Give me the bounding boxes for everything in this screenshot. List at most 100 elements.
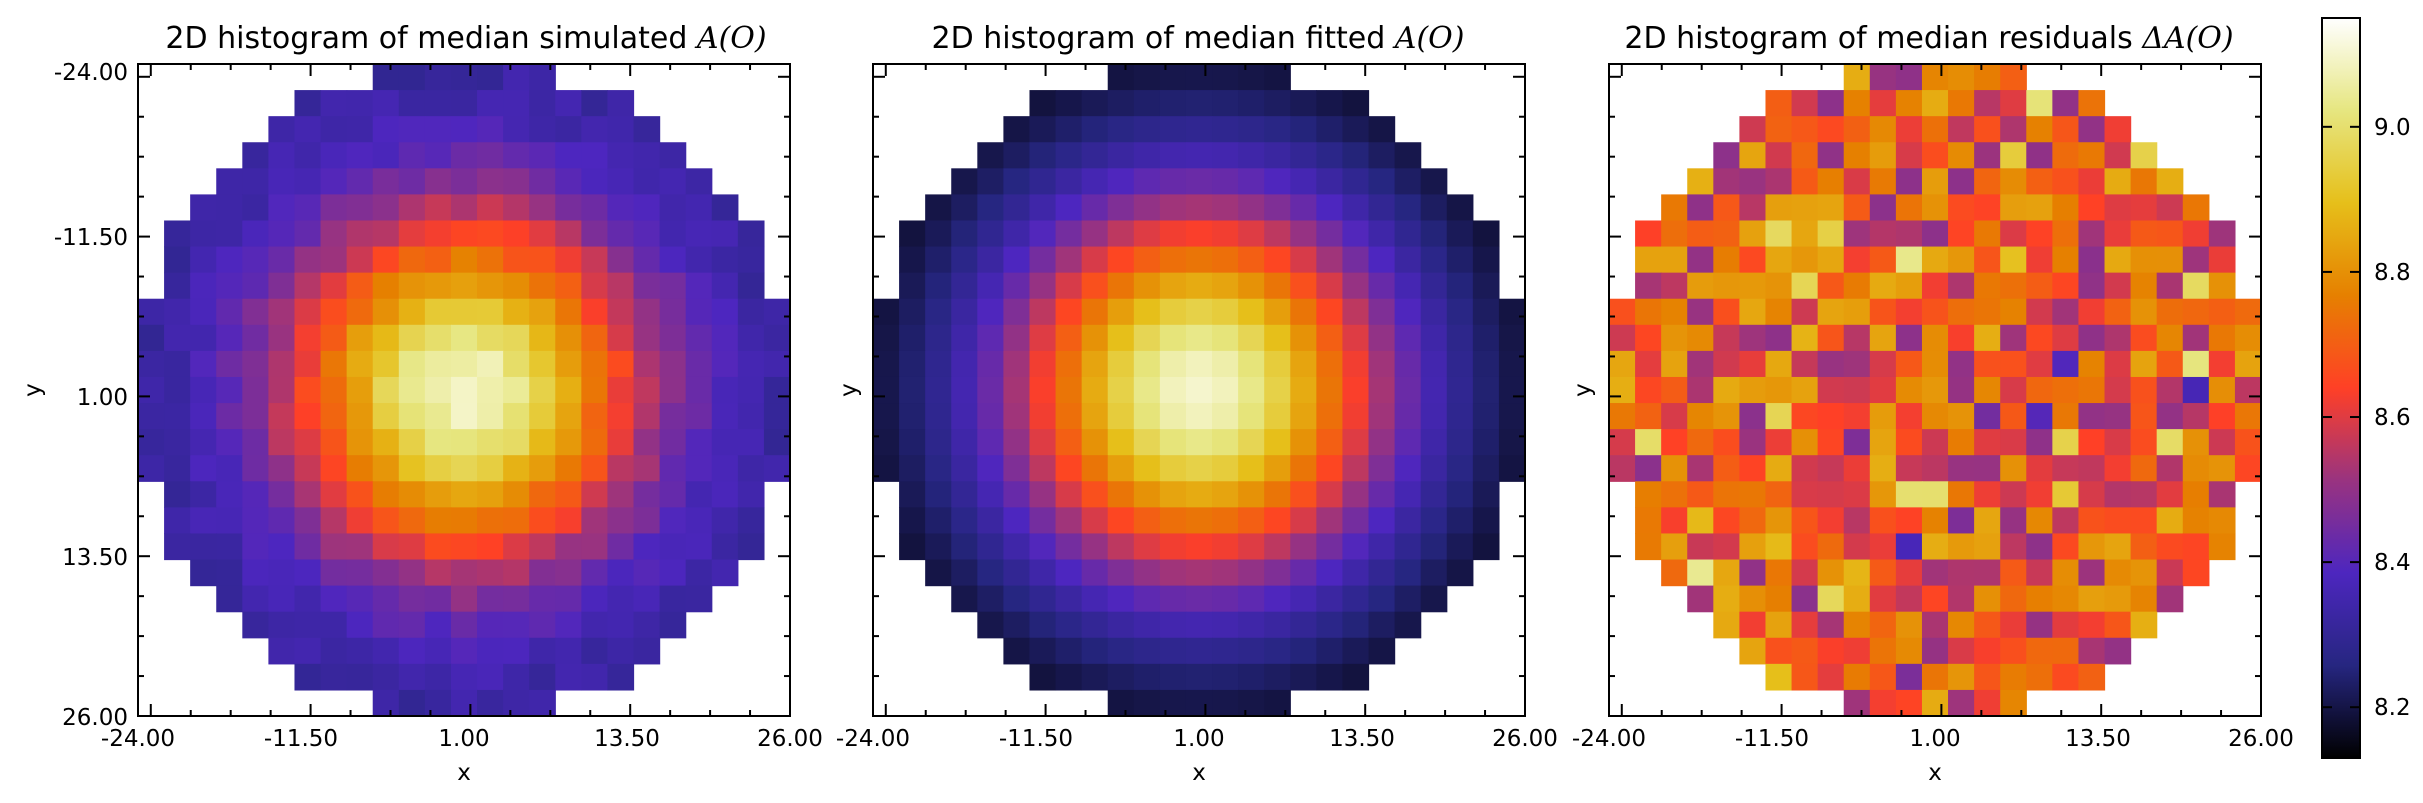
heatmap-cell: [1446, 376, 1474, 404]
heatmap-cell: [633, 246, 661, 274]
heatmap-cell: [2208, 403, 2236, 430]
heatmap-cell: [1342, 429, 1370, 456]
heatmap-cell: [1368, 376, 1396, 404]
heatmap-cell: [1974, 689, 2001, 717]
heatmap-cell: [2052, 403, 2080, 430]
heatmap-cell: [1895, 168, 1923, 195]
heatmap-cell: [1107, 168, 1135, 195]
heatmap-cell: [242, 142, 269, 169]
heatmap-cell: [685, 324, 713, 352]
heatmap-cell: [529, 116, 556, 143]
heatmap-cell: [1869, 194, 1897, 222]
heatmap-cell: [1895, 507, 1923, 535]
heatmap-cell: [398, 350, 426, 378]
heatmap-cell: [1055, 142, 1083, 169]
heatmap-cell: [268, 611, 296, 639]
heatmap-cell: [1133, 142, 1161, 169]
heatmap-cell: [1895, 533, 1923, 561]
heatmap-cell: [1264, 376, 1291, 404]
heatmap-cell: [951, 220, 978, 248]
heatmap-cell: [424, 403, 452, 430]
heatmap-cell: [1185, 142, 1213, 169]
heatmap-cell: [951, 507, 978, 535]
heatmap-cell: [2078, 481, 2106, 508]
heatmap-cell: [1765, 90, 1793, 117]
heatmap-cell: [873, 455, 900, 482]
heatmap-cell: [607, 585, 635, 613]
heatmap-cell: [1817, 90, 1845, 117]
heatmap-cell: [1921, 376, 1949, 404]
heatmap-cell: [2026, 455, 2053, 482]
heatmap-cell: [1498, 324, 1526, 352]
heatmap-cell: [242, 272, 269, 300]
heatmap-cell: [1869, 507, 1897, 535]
heatmap-cell: [450, 142, 478, 169]
heatmap-cell: [1081, 481, 1109, 508]
heatmap-cell: [1212, 376, 1239, 404]
heatmap-cell: [1869, 64, 1897, 91]
heatmap-cell: [1107, 637, 1135, 665]
heatmap-cell: [2000, 116, 2027, 143]
heatmap-cell: [1368, 246, 1396, 274]
heatmap-cell: [1368, 324, 1396, 352]
heatmap-cell: [1921, 689, 1949, 717]
heatmap-cell: [1817, 168, 1845, 195]
heatmap-cell: [581, 168, 609, 195]
heatmap-cell: [424, 663, 452, 691]
heatmap-cell: [2104, 455, 2132, 482]
heatmap-cell: [1159, 142, 1187, 169]
heatmap-cell: [398, 116, 426, 143]
heatmap-cell: [1029, 559, 1057, 587]
heatmap-cell: [398, 376, 426, 404]
heatmap-cell: [529, 90, 556, 117]
heatmap-cell: [633, 350, 661, 378]
heatmap-cell: [977, 168, 1004, 195]
heatmap-cell: [1713, 298, 1740, 326]
heatmap-cell: [1342, 116, 1370, 143]
heatmap-cell: [1869, 403, 1897, 430]
heatmap-cell: [2078, 194, 2106, 222]
colorbar-tick-label: 8.4: [2374, 550, 2411, 576]
heatmap-cell: [2000, 64, 2027, 91]
heatmap-cell: [450, 220, 478, 248]
heatmap-cell: [1713, 324, 1740, 352]
heatmap-cell: [1921, 403, 1949, 430]
heatmap-cell: [2104, 559, 2132, 587]
heatmap-cell: [1212, 689, 1239, 717]
heatmap-cell: [190, 350, 217, 378]
heatmap-cell: [450, 324, 478, 352]
heatmap-cell: [2078, 376, 2106, 404]
heatmap-cell: [1817, 220, 1845, 248]
heatmap-cell: [2026, 220, 2053, 248]
heatmap-cell: [2156, 507, 2184, 535]
heatmap-cell: [1394, 220, 1422, 248]
heatmap-cell: [320, 429, 348, 456]
heatmap-cell: [737, 429, 765, 456]
heatmap-cell: [2130, 142, 2158, 169]
heatmap-cell: [1290, 350, 1317, 378]
heatmap-cell: [1290, 324, 1317, 352]
heatmap-cell: [2026, 272, 2053, 300]
heatmap-cell: [2208, 220, 2236, 248]
heatmap-cell: [346, 663, 374, 691]
heatmap-cell: [424, 324, 452, 352]
heatmap-cell: [138, 298, 165, 326]
heatmap-cell: [1290, 481, 1317, 508]
heatmap-cell: [1081, 168, 1109, 195]
heatmap-cell: [1948, 272, 1975, 300]
heatmap-cell: [1948, 455, 1975, 482]
heatmap-cell: [1446, 272, 1474, 300]
heatmap-cell: [216, 168, 243, 195]
heatmap-cell: [2052, 246, 2080, 274]
heatmap-cell: [1055, 611, 1083, 639]
heatmap-cell: [1974, 585, 2001, 613]
heatmap-cell: [346, 246, 374, 274]
heatmap-cell: [1921, 637, 1949, 665]
heatmap-cell: [1342, 168, 1370, 195]
heatmap-cell: [529, 559, 556, 587]
heatmap-cell: [1133, 403, 1161, 430]
heatmap-cell: [216, 350, 243, 378]
heatmap-cell: [951, 272, 978, 300]
heatmap-cell: [1003, 116, 1031, 143]
